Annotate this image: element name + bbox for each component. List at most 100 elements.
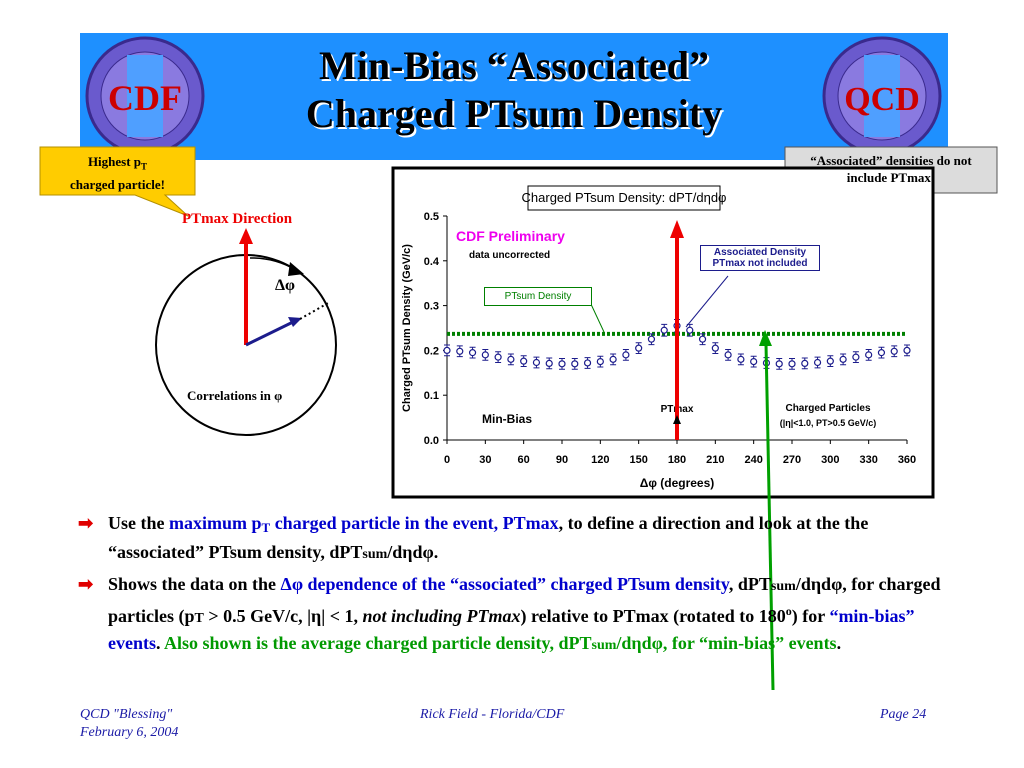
data-point bbox=[839, 355, 847, 363]
pointer-arrow bbox=[764, 343, 775, 691]
x-axis-label: Δφ (degrees) bbox=[640, 476, 715, 490]
logo-numeral bbox=[864, 55, 900, 137]
legend-pointer bbox=[685, 275, 729, 328]
bullet-icon: ➡ bbox=[78, 513, 94, 533]
data-point bbox=[635, 344, 643, 352]
text-run: Shows the data on the bbox=[108, 574, 281, 594]
bullet-list: ➡ Use the maximum pT charged particle in … bbox=[78, 511, 948, 663]
arrow-head bbox=[288, 317, 302, 327]
data-point bbox=[571, 360, 579, 368]
callout-right: “Associated” densities do not include PT… bbox=[810, 153, 972, 185]
annotation: data uncorrected bbox=[469, 250, 550, 261]
y-tick-label: 0.3 bbox=[424, 301, 439, 313]
logo-left: CDF bbox=[85, 36, 205, 156]
data-point bbox=[686, 326, 694, 334]
data-point bbox=[622, 351, 630, 359]
title-line: Charged PTsum Density bbox=[305, 91, 723, 136]
diagram-caption: Correlations in φ bbox=[187, 388, 282, 403]
data-point bbox=[852, 353, 860, 361]
bullet: ➡ Use the maximum pT charged particle in … bbox=[78, 511, 948, 567]
text-run: , to define a direction and look at the … bbox=[108, 513, 869, 562]
footer-center: Rick Field - Florida/CDF bbox=[420, 707, 565, 722]
callout-text: Highest p bbox=[87, 154, 142, 169]
x-tick-label: 60 bbox=[518, 454, 530, 466]
data-point bbox=[737, 355, 745, 363]
annotation: Charged Particles bbox=[785, 403, 870, 414]
data-point bbox=[520, 357, 528, 365]
y-tick-label: 0.1 bbox=[424, 390, 439, 402]
arrow-head bbox=[670, 220, 684, 238]
y-tick-label: 0.4 bbox=[424, 256, 440, 268]
slide-title: Min-Bias “Associated” Charged PTsum Dens… bbox=[80, 42, 948, 138]
data-point bbox=[711, 344, 719, 352]
x-tick-label: 240 bbox=[744, 454, 762, 466]
chart-title-box bbox=[527, 185, 721, 211]
x-tick-label: 270 bbox=[783, 454, 801, 466]
legend-pointer bbox=[589, 301, 605, 333]
text-run: sum bbox=[591, 638, 617, 653]
text-run: ) relative to PTmax (rotated to 180 bbox=[520, 606, 786, 626]
data-point bbox=[596, 358, 604, 366]
text-run: “min-bias” events bbox=[108, 606, 915, 653]
data-point bbox=[507, 355, 515, 363]
data-point bbox=[609, 355, 617, 363]
logo-text: CDF bbox=[108, 78, 182, 118]
legend-entry: Associated Density PTmax not included bbox=[700, 245, 820, 271]
text-run: /dηdφ. bbox=[387, 542, 439, 562]
data-point bbox=[788, 360, 796, 368]
data-point bbox=[647, 335, 656, 343]
x-tick-label: 330 bbox=[859, 454, 877, 466]
data-point bbox=[481, 351, 489, 359]
text-run: Δφ dependence of the “associated” charge… bbox=[280, 574, 729, 594]
bullet-icon: ➡ bbox=[78, 574, 94, 594]
x-tick-label: 210 bbox=[706, 454, 724, 466]
data-point bbox=[583, 359, 592, 367]
y-tick-label: 0.2 bbox=[424, 345, 439, 357]
x-tick-label: 300 bbox=[821, 454, 839, 466]
text-run: , dPT bbox=[728, 574, 771, 594]
callout-text: charged particle! bbox=[70, 176, 165, 192]
x-tick-label: 150 bbox=[629, 454, 647, 466]
data-point bbox=[532, 358, 541, 367]
annotation: Min-Bias bbox=[482, 412, 532, 426]
arrow-head bbox=[239, 228, 253, 244]
bullet: ➡ Shows the data on the Δφ dependence of … bbox=[78, 572, 948, 658]
x-tick-label: 0 bbox=[444, 454, 450, 466]
text-run: T bbox=[194, 611, 204, 626]
callout-shape bbox=[39, 146, 196, 217]
footer-right: Page 24 bbox=[880, 707, 927, 722]
text-run: . bbox=[156, 633, 165, 653]
footer-text: February 6, 2004 bbox=[80, 725, 179, 740]
text-run: o bbox=[785, 604, 792, 618]
arrow-head bbox=[759, 330, 772, 346]
data-point bbox=[698, 335, 707, 343]
angle-label: Δφ bbox=[275, 277, 295, 294]
callout-sub: T bbox=[141, 161, 148, 172]
data-point bbox=[877, 349, 886, 357]
data-point bbox=[775, 360, 783, 368]
data-point bbox=[558, 360, 566, 368]
data-point bbox=[545, 359, 553, 367]
data-point bbox=[724, 351, 732, 359]
text-run: /dηdφ, for charged particles (p bbox=[108, 574, 941, 626]
text-run: sum bbox=[770, 579, 796, 594]
text-run: charged particle in the event, PTmax bbox=[270, 513, 559, 533]
text-run: sum bbox=[362, 547, 388, 562]
data-point bbox=[443, 346, 451, 354]
x-tick-label: 90 bbox=[556, 454, 568, 466]
header-band bbox=[80, 33, 948, 160]
data-point bbox=[801, 359, 809, 367]
x-tick-label: 360 bbox=[898, 454, 916, 466]
arrow-head bbox=[673, 415, 681, 424]
text-run: maximum p bbox=[169, 513, 262, 533]
assoc-arrow bbox=[245, 320, 294, 347]
logo-right: QCD bbox=[822, 36, 942, 156]
annotation: (|η|<1.0, PT>0.5 GeV/c) bbox=[780, 418, 877, 428]
data-point bbox=[494, 353, 502, 361]
legend-entry: PTsum Density bbox=[484, 287, 592, 306]
data-point bbox=[813, 358, 822, 367]
data-point bbox=[660, 326, 668, 334]
text-run: > 0.5 GeV/c, |η| < 1, bbox=[203, 606, 363, 626]
text-run: T bbox=[261, 520, 271, 535]
